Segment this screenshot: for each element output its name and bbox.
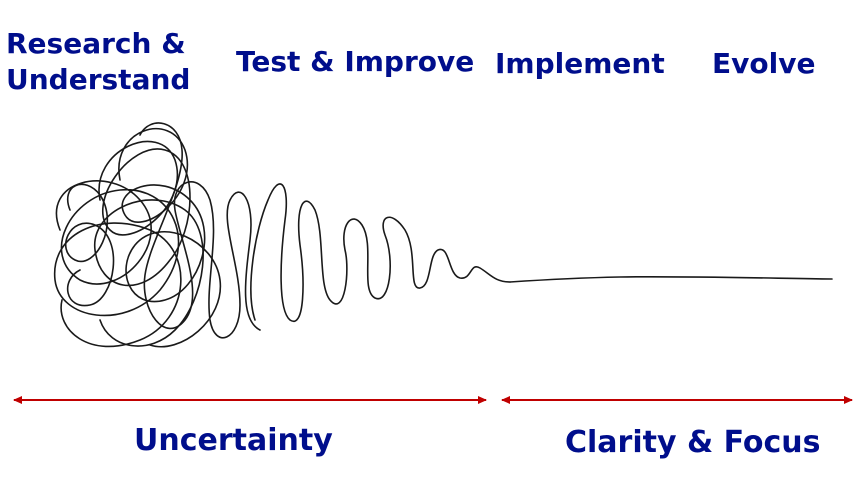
squiggle-chaos-loop-1 [53,180,182,348]
squiggle-waves [250,183,511,323]
stage-label-test-improve: Test & Improve [236,45,475,78]
zone-label-clarity-focus: Clarity & Focus [565,425,821,460]
squiggle-chaos-loop-4 [139,122,261,339]
stage-label-evolve: Evolve [712,47,816,80]
stage-label-implement: Implement [495,47,665,80]
squiggle-chaos-loop-3 [118,127,222,348]
zone-label-uncertainty: Uncertainty [134,423,333,458]
squiggle-chaos-loop-5 [64,183,115,307]
stage-label-research: Research & Understand [6,26,190,98]
squiggle-flat-line [509,275,833,283]
stage-label-line: Understand [6,63,191,96]
stage-label-line: Research & [6,27,186,60]
design-squiggle [53,122,833,348]
